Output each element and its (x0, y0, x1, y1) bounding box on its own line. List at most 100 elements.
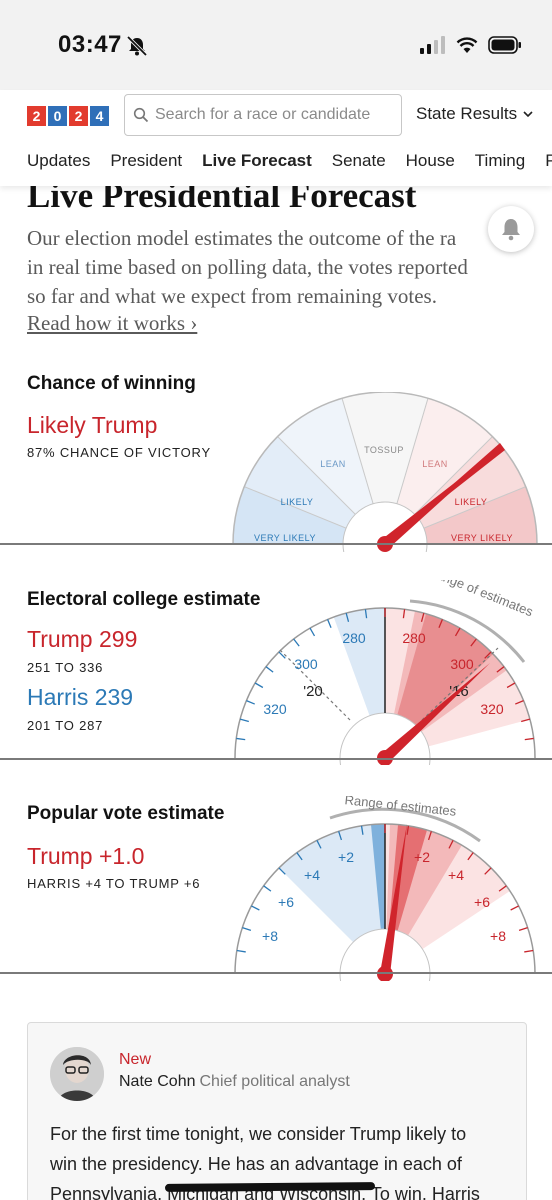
popular-harris-wedge (279, 824, 385, 974)
gauge-tick (263, 885, 272, 892)
electoral-tick-marks (236, 608, 534, 741)
tick-label-trump-300: 300 (450, 656, 474, 672)
electoral-harris-range: 201 TO 287 (27, 718, 104, 733)
gauge-tick (326, 619, 332, 628)
gauge-label-very-likely-left: VERY LIKELY (254, 533, 316, 543)
state-results-label: State Results (416, 104, 518, 123)
update-line: For the first time tonight, we consider … (50, 1124, 467, 1144)
marker-2020-line (277, 647, 351, 721)
gauge-tick (427, 831, 432, 841)
popular-section-title: Popular vote estimate (27, 803, 225, 824)
intro-line: in real time based on polling data, the … (27, 255, 468, 279)
gauge-tick (251, 905, 260, 911)
electoral-needle-hub (377, 750, 393, 765)
gauge-tick (438, 619, 444, 628)
nav-more-truncated[interactable]: P (545, 151, 552, 170)
gauge-label-likely-left: LIKELY (281, 497, 314, 507)
nav-updates[interactable]: Updates (27, 151, 91, 170)
logo-digit: 2 (27, 106, 46, 126)
signal-icon (420, 36, 445, 54)
tick-label-harris-8: +8 (262, 928, 278, 944)
gauge-tick (506, 682, 516, 689)
tick-label-harris-6: +6 (278, 894, 294, 910)
electoral-gauge: Range of estimates 280 300 320 280 300 3… (234, 580, 536, 765)
gauge-label-lean-right: LEAN (422, 459, 448, 469)
electoral-baseline (0, 758, 552, 760)
tick-label-trump-6: +6 (474, 894, 490, 910)
gauge-tick (448, 840, 454, 849)
tick-label-harris-2: +2 (338, 849, 354, 865)
author-name[interactable]: Nate Cohn (119, 1073, 196, 1090)
electoral-range-caption: Range of estimates (426, 580, 536, 619)
electoral-harris-label: Harris 239 (27, 684, 134, 710)
chevron-down-icon (523, 111, 533, 118)
tick-label-trump-2: +2 (414, 849, 430, 865)
gauge-tick (521, 718, 531, 723)
search-box[interactable] (124, 94, 402, 136)
avatar-image (50, 1047, 104, 1101)
new-tag: New (119, 1051, 152, 1068)
chance-gauge: VERY LIKELY LIKELY LEAN TOSSUP LEAN LIKE… (232, 392, 538, 552)
gauge-tick (470, 638, 477, 647)
chance-section-title: Chance of winning (27, 373, 196, 394)
state-results-dropdown[interactable]: State Results (416, 104, 533, 124)
marker-2020-label: '20 (303, 683, 323, 700)
chance-subline: 87% CHANCE OF VICTORY (27, 445, 211, 460)
chance-headline: Likely Trump (27, 412, 158, 438)
gauge-tick (496, 666, 505, 673)
tick-label-trump-8: +8 (490, 928, 506, 944)
gauge-tick (278, 651, 286, 659)
battery-icon (488, 36, 521, 54)
tick-label-harris-280: 280 (342, 630, 366, 646)
gauge-tick (518, 927, 528, 932)
gauge-tick (454, 627, 461, 637)
logo-digit: 2 (69, 106, 88, 126)
logo-digit: 4 (90, 106, 109, 126)
gauge-tick (484, 867, 492, 875)
read-how-it-works-link[interactable]: Read how it works › (27, 311, 198, 335)
gauge-tick (316, 840, 322, 849)
author-role: Chief political analyst (199, 1073, 350, 1090)
gauge-tick (293, 638, 300, 647)
gauge-tick (364, 609, 368, 619)
gauge-tick (265, 666, 274, 673)
gauge-label-lean-left: LEAN (320, 459, 346, 469)
tick-label-trump-280: 280 (402, 630, 426, 646)
bell-icon (502, 219, 520, 241)
electoral-trump-label: Trump 299 (27, 626, 138, 652)
gauge-tick (254, 682, 264, 689)
gauge-label-likely-right: LIKELY (455, 497, 488, 507)
analyst-update-card[interactable]: New Nate Cohn Chief political analyst For… (27, 1022, 527, 1200)
notification-button[interactable] (488, 206, 534, 252)
gauge-tick (338, 831, 343, 841)
nav-live-forecast[interactable]: Live Forecast (202, 151, 312, 170)
gauge-label-very-likely-right: VERY LIKELY (451, 533, 513, 543)
tick-label-trump-4: +4 (448, 867, 464, 883)
electoral-section-title: Electoral college estimate (27, 589, 261, 610)
gauge-tick (524, 949, 534, 953)
nav-senate[interactable]: Senate (331, 151, 386, 170)
gauge-tick (402, 609, 406, 619)
update-line: win the presidency. He has an advantage … (50, 1154, 462, 1174)
avatar (50, 1047, 104, 1101)
search-input[interactable] (155, 106, 395, 124)
nav-president[interactable]: President (110, 151, 183, 170)
popular-tick-marks (236, 824, 534, 953)
gauge-tick (510, 905, 519, 911)
nav-house[interactable]: House (405, 151, 455, 170)
electoral-trump-range: 251 TO 336 (27, 660, 104, 675)
gauge-tick (242, 927, 252, 932)
gauge-tick (360, 825, 364, 835)
intro-line: Our election model estimates the outcome… (27, 226, 457, 250)
gauge-tick (236, 737, 246, 741)
author-line: Nate Cohn Chief political analyst (119, 1073, 350, 1091)
popular-headline: Trump +1.0 (27, 843, 145, 869)
tick-label-harris-320: 320 (263, 701, 287, 717)
nav-timing[interactable]: Timing (474, 151, 526, 170)
logo-digit: 0 (48, 106, 67, 126)
popular-baseline (0, 972, 552, 974)
election-logo[interactable]: 2 0 2 4 (27, 106, 109, 126)
gauge-tick (278, 867, 286, 875)
wifi-icon (456, 37, 478, 53)
gauge-tick (406, 825, 410, 835)
